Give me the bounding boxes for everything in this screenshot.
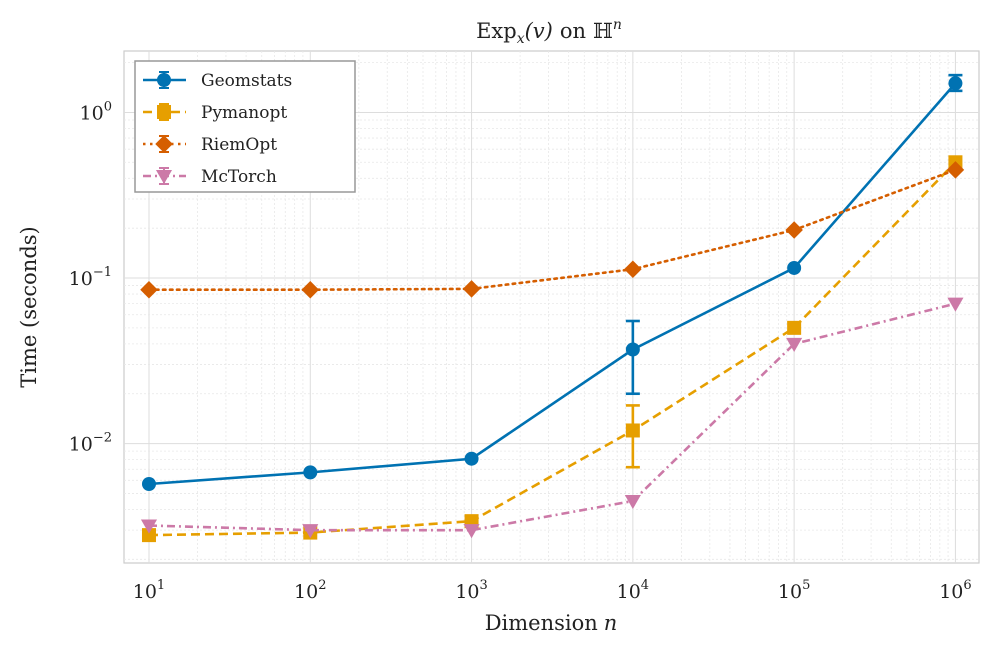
x-tick-label: 102	[294, 578, 326, 603]
y-tick-label: 10−1	[69, 265, 112, 290]
data-point	[787, 260, 802, 275]
data-point	[303, 465, 318, 480]
data-point	[301, 280, 320, 299]
data-point	[462, 280, 481, 298]
data-point	[624, 494, 641, 510]
series-geomstats	[141, 73, 963, 492]
data-point	[787, 320, 802, 335]
legend-marker	[157, 105, 171, 119]
series-line	[148, 302, 956, 532]
data-point	[947, 297, 964, 312]
series-riemopt	[140, 161, 965, 299]
legend-marker	[155, 169, 173, 185]
title-sub: x	[517, 31, 525, 47]
series-line	[148, 82, 957, 486]
data-point	[786, 337, 803, 352]
x-axis-label-var: n	[604, 611, 618, 635]
title-space: ℍ	[593, 19, 613, 43]
x-tick-label: 104	[617, 578, 649, 603]
y-axis-label: Time (seconds)	[17, 226, 41, 387]
data-point	[785, 221, 803, 239]
legend-item: Geomstats	[143, 71, 292, 91]
legend-label: McTorch	[201, 167, 277, 187]
title-on: on	[560, 19, 586, 43]
legend-marker	[157, 73, 171, 87]
series-mctorch	[140, 297, 964, 539]
x-axis-ticks: 101 102 103 104 105 106	[133, 578, 972, 603]
legend-item: Pymanopt	[143, 103, 287, 123]
data-point	[624, 260, 642, 278]
y-tick-label: 10−2	[69, 431, 112, 456]
legend-label: RiemOpt	[201, 135, 277, 155]
x-tick-label: 105	[778, 578, 810, 603]
data-point	[141, 528, 156, 543]
y-axis-ticks: 10−2 10−1 100	[69, 99, 112, 455]
title-arg: (v)	[525, 19, 553, 43]
legend-label: Geomstats	[201, 71, 292, 91]
x-tick-label: 103	[455, 578, 487, 603]
legend: Geomstats Pymanopt RiemOpt McTorch	[134, 60, 356, 193]
data-point	[948, 76, 963, 91]
x-axis-label: Dimension n	[485, 611, 618, 635]
data-point	[625, 423, 640, 438]
x-tick-label: 106	[939, 578, 971, 603]
series-line	[147, 168, 957, 291]
x-axis-label-text: Dimension	[485, 611, 598, 635]
data-point	[464, 451, 479, 466]
series-layer	[140, 73, 965, 543]
x-tick-label: 101	[133, 578, 165, 603]
y-tick-label: 100	[80, 99, 112, 124]
legend-label: Pymanopt	[201, 103, 287, 123]
chart-title: Expx(v) on ℍn	[476, 17, 622, 47]
legend-marker	[155, 135, 173, 153]
title-base: Exp	[476, 19, 517, 43]
data-point	[141, 477, 156, 492]
data-point	[625, 342, 640, 357]
title-space-sup: n	[613, 17, 622, 33]
legend-item: RiemOpt	[143, 135, 277, 155]
data-point	[140, 519, 158, 534]
legend-item: McTorch	[143, 167, 277, 187]
data-point	[946, 161, 965, 179]
data-point	[140, 280, 158, 299]
series-line	[148, 161, 957, 537]
data-point	[463, 524, 480, 539]
data-point	[302, 524, 319, 539]
